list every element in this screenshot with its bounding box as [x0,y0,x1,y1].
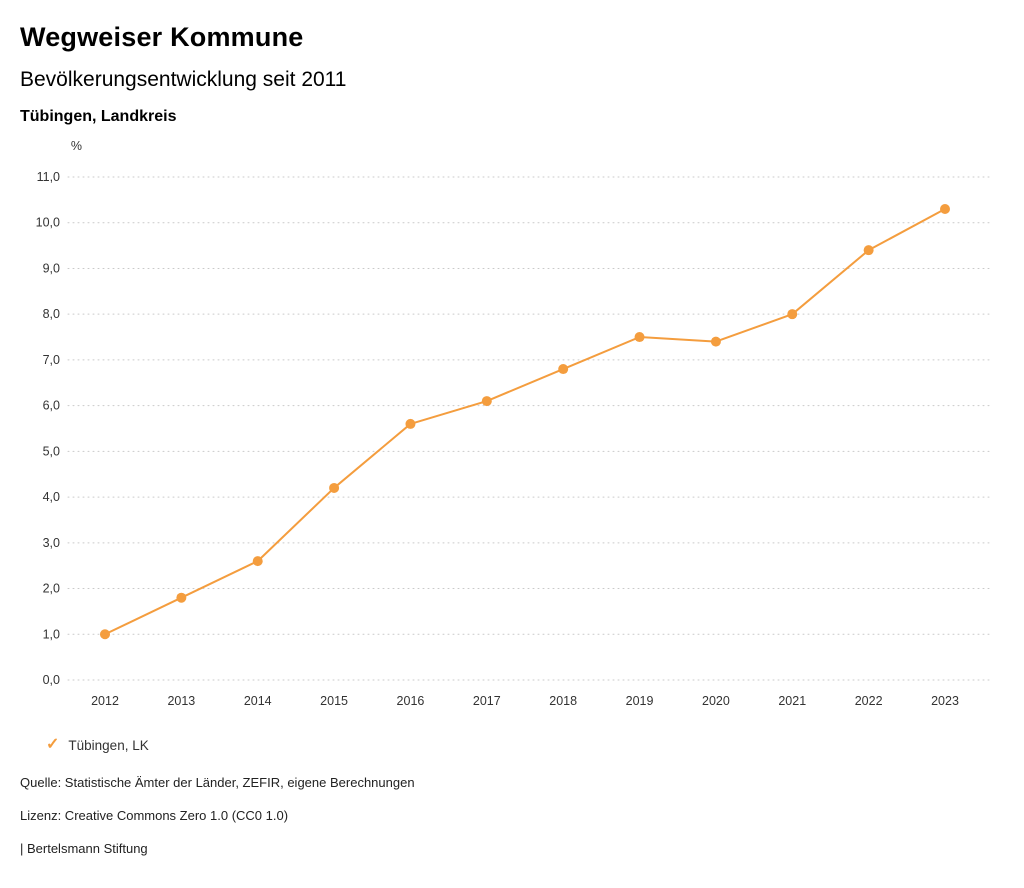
population-line-chart: % 11,0 10,0 9,0 8,0 7,0 6,0 5,0 4,0 3,0 2,0 1,0 0,0 2… [36,139,993,708]
y-tick-label: 9,0 [43,261,60,275]
data-point[interactable] [405,418,416,429]
legend-label[interactable]: Tübingen, LK [68,737,149,753]
legend-check-icon[interactable]: ✓ [46,736,60,753]
data-point[interactable] [100,629,110,640]
data-point[interactable] [252,556,263,567]
y-tick-label: 8,0 [43,307,60,321]
data-point[interactable] [710,336,721,347]
region-label: Tübingen, Landkreis [20,108,177,125]
data-point[interactable] [863,245,874,256]
y-tick-label: 1,0 [43,627,60,641]
data-point[interactable] [176,592,187,603]
x-tick-label: 2017 [473,694,501,708]
x-tick-label: 2022 [855,694,883,708]
y-tick-label: 10,0 [36,216,60,230]
y-tick-label: 2,0 [43,582,60,596]
page-footer: Quelle: Statistische Ämter der Länder, Z… [20,775,1004,856]
data-point[interactable] [787,309,798,320]
y-tick-label: 7,0 [43,353,60,367]
chart-legend[interactable]: ✓ Tübingen, LK [46,737,1004,753]
x-tick-label: 2012 [91,694,119,708]
x-tick-label: 2016 [397,694,425,708]
x-tick-label: 2021 [778,694,806,708]
data-point[interactable] [940,204,950,215]
data-point[interactable] [634,332,645,343]
page-header: Wegweiser Kommune Bevölkerungsentwicklun… [20,22,1004,126]
x-tick-label: 2018 [549,694,577,708]
y-tick-label: 5,0 [43,444,60,458]
y-tick-label: 3,0 [43,536,60,550]
license-text: Lizenz: Creative Commons Zero 1.0 (CC0 1… [20,808,289,823]
y-tick-label: 0,0 [43,673,60,687]
data-point[interactable] [481,396,492,407]
x-tick-label: 2013 [167,694,195,708]
attribution-text: | Bertelsmann Stiftung [20,841,148,856]
x-tick-label: 2015 [320,694,348,708]
chart-area: % 11,0 10,0 9,0 8,0 7,0 6,0 5,0 4,0 3,0 2,0 1,0 0,0 2… [20,132,1004,717]
y-tick-label: 11,0 [37,170,60,184]
y-tick-label: 6,0 [43,399,60,413]
chart-title: Bevölkerungsentwicklung seit 2011 [20,68,347,91]
source-text: Quelle: Statistische Ämter der Länder, Z… [20,775,415,790]
data-point[interactable] [329,482,340,493]
data-point[interactable] [558,364,569,375]
app-title: Wegweiser Kommune [20,22,304,52]
x-tick-label: 2023 [931,694,959,708]
x-tick-label: 2019 [626,694,654,708]
x-tick-label: 2020 [702,694,730,708]
x-tick-label: 2014 [244,694,272,708]
y-axis-unit-label: % [71,139,82,153]
y-tick-label: 4,0 [43,490,60,504]
series-line [104,208,946,636]
